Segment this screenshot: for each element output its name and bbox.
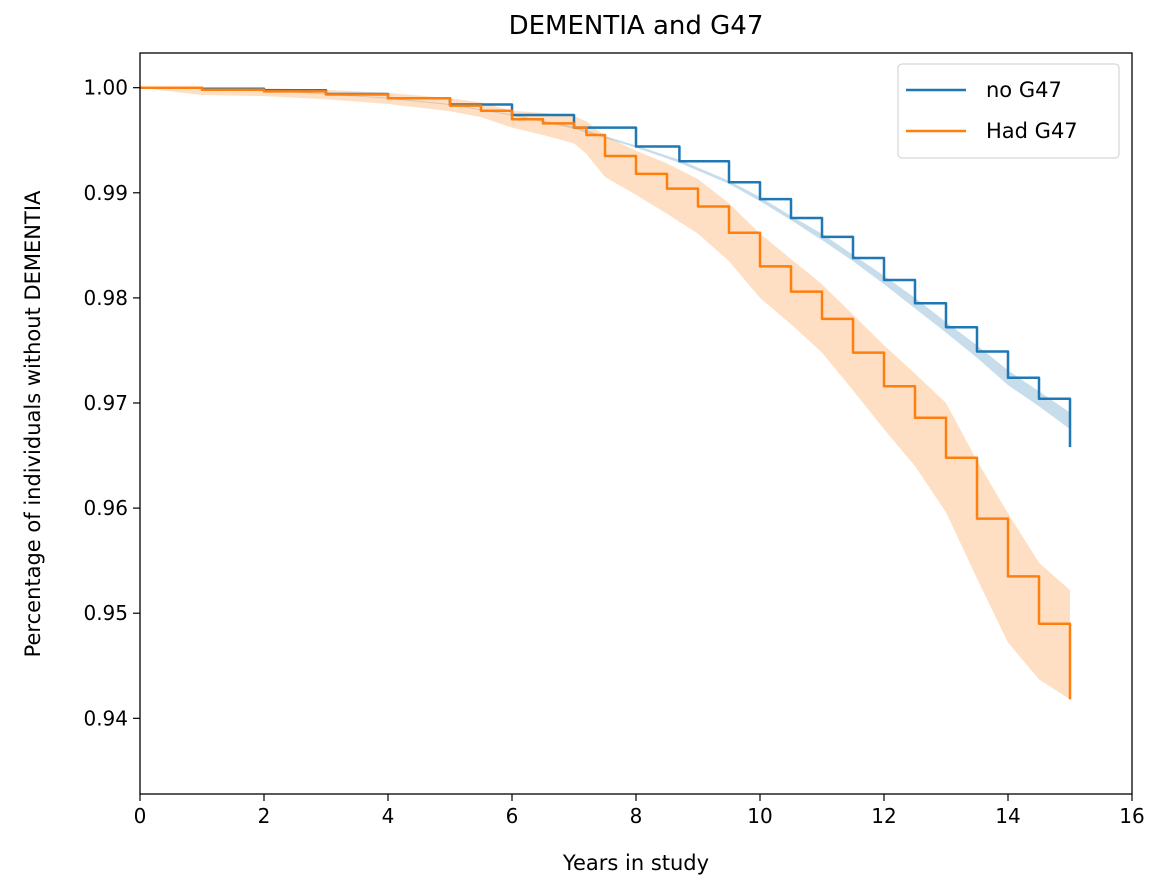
x-tick-label: 4 [382, 804, 395, 828]
x-tick-label: 16 [1119, 804, 1144, 828]
confidence-band-had-g47 [140, 87, 1070, 700]
y-tick-label: 1.00 [83, 76, 128, 100]
y-tick-label: 0.96 [83, 496, 128, 520]
legend-box [897, 63, 1120, 159]
x-tick-label: 12 [871, 804, 896, 828]
legend-label-had-g47: Had G47 [986, 119, 1078, 143]
y-tick-label: 0.97 [83, 391, 128, 415]
x-tick-label: 10 [747, 804, 772, 828]
confidence-bands [140, 87, 1070, 700]
x-tick-label: 6 [506, 804, 519, 828]
x-tick-label: 8 [630, 804, 643, 828]
series-line-had-g47 [140, 86, 1072, 700]
y-tick-label: 0.99 [83, 181, 128, 205]
legend: no G47 Had G47 [897, 63, 1120, 159]
y-tick-label: 0.98 [83, 286, 128, 310]
x-tick-label: 0 [134, 804, 147, 828]
y-tick-label: 0.94 [83, 706, 128, 730]
y-axis-ticks: 0.94 0.95 0.96 0.97 0.98 0.99 1.00 [83, 76, 140, 730]
series-lines [140, 86, 1072, 700]
x-axis-ticks: 0 2 4 6 8 10 12 14 16 [134, 794, 1145, 828]
legend-label-no-g47: no G47 [986, 78, 1062, 102]
x-tick-label: 2 [258, 804, 271, 828]
x-axis-label: Years in study [562, 851, 709, 875]
chart-title: DEMENTIA and G47 [509, 11, 764, 41]
y-axis-label: Percentage of individuals without DEMENT… [21, 190, 45, 657]
y-tick-label: 0.95 [83, 601, 128, 625]
x-tick-label: 14 [995, 804, 1020, 828]
